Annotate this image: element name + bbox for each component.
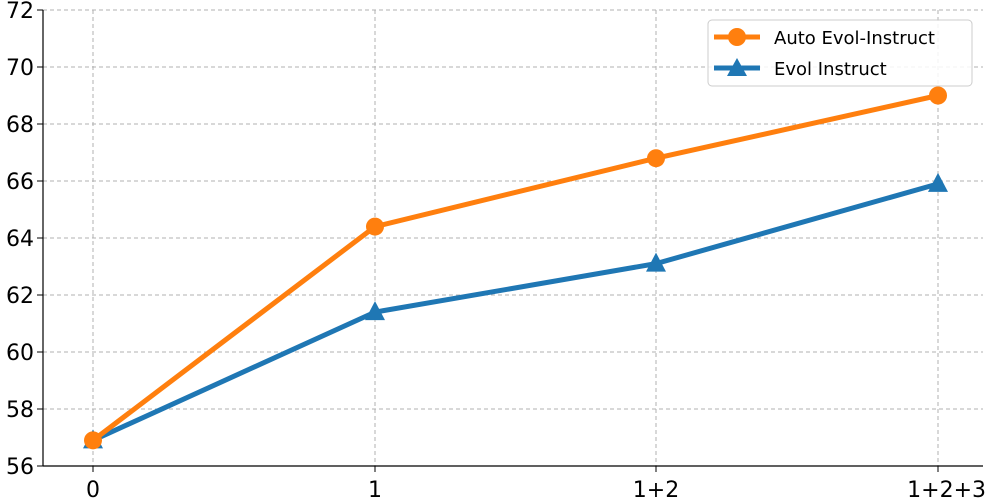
y-tick-label: 58 xyxy=(6,398,34,423)
series-line-auto-evol-instruct xyxy=(91,93,939,443)
y-tick-label: 64 xyxy=(6,227,34,252)
y-tick-label: 66 xyxy=(6,170,34,195)
y-tick-label: 56 xyxy=(6,455,34,480)
data-point-auto-evol-instruct xyxy=(366,217,384,236)
y-tick-label: 68 xyxy=(6,113,34,138)
x-tick-label: 1+2 xyxy=(633,478,679,500)
data-point-auto-evol-instruct xyxy=(647,149,665,168)
legend: Auto Evol-Instruct Evol Instruct xyxy=(707,19,973,87)
y-tick-label: 70 xyxy=(6,56,34,81)
x-tick-label: 1 xyxy=(368,478,382,500)
x-tick-label: 0 xyxy=(86,478,100,500)
legend-label-auto-evol-instruct: Auto Evol-Instruct xyxy=(774,28,935,49)
data-point-evol-instruct xyxy=(646,252,666,272)
x-axis-ticks: 0 1 1+2 1+2+3 xyxy=(86,466,986,500)
legend-box xyxy=(707,19,973,87)
legend-label-evol-instruct: Evol Instruct xyxy=(774,59,887,80)
grid-lines xyxy=(43,9,983,466)
y-tick-label: 62 xyxy=(6,284,34,309)
legend-marker-triangle xyxy=(727,58,747,76)
y-tick-label: 60 xyxy=(6,341,34,366)
legend-entry-auto-evol-instruct: Auto Evol-Instruct xyxy=(714,28,935,49)
y-axis-ticks: 56 58 60 62 64 66 68 70 72 xyxy=(6,0,43,480)
series-group xyxy=(83,86,948,450)
data-point-auto-evol-instruct xyxy=(929,86,947,105)
x-tick-label: 1+2+3 xyxy=(907,478,986,500)
series-line-evol-instruct xyxy=(91,181,939,443)
legend-entry-evol-instruct: Evol Instruct xyxy=(714,58,887,80)
legend-marker-circle xyxy=(728,28,746,46)
y-tick-label: 72 xyxy=(6,0,34,24)
data-point-evol-instruct xyxy=(365,301,385,321)
data-point-auto-evol-instruct xyxy=(84,431,102,450)
data-point-evol-instruct xyxy=(928,172,948,192)
